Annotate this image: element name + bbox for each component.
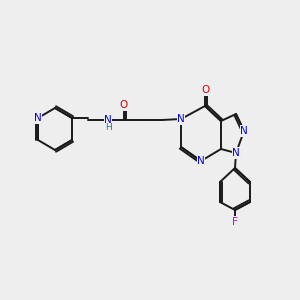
Text: N: N xyxy=(177,114,185,124)
Text: F: F xyxy=(232,217,238,227)
Text: N: N xyxy=(197,156,205,166)
Text: N: N xyxy=(34,113,42,123)
Text: N: N xyxy=(232,148,240,158)
Text: O: O xyxy=(120,100,128,110)
Text: N: N xyxy=(240,126,248,136)
Text: H: H xyxy=(106,124,112,133)
Text: O: O xyxy=(201,85,209,95)
Text: N: N xyxy=(104,115,112,125)
